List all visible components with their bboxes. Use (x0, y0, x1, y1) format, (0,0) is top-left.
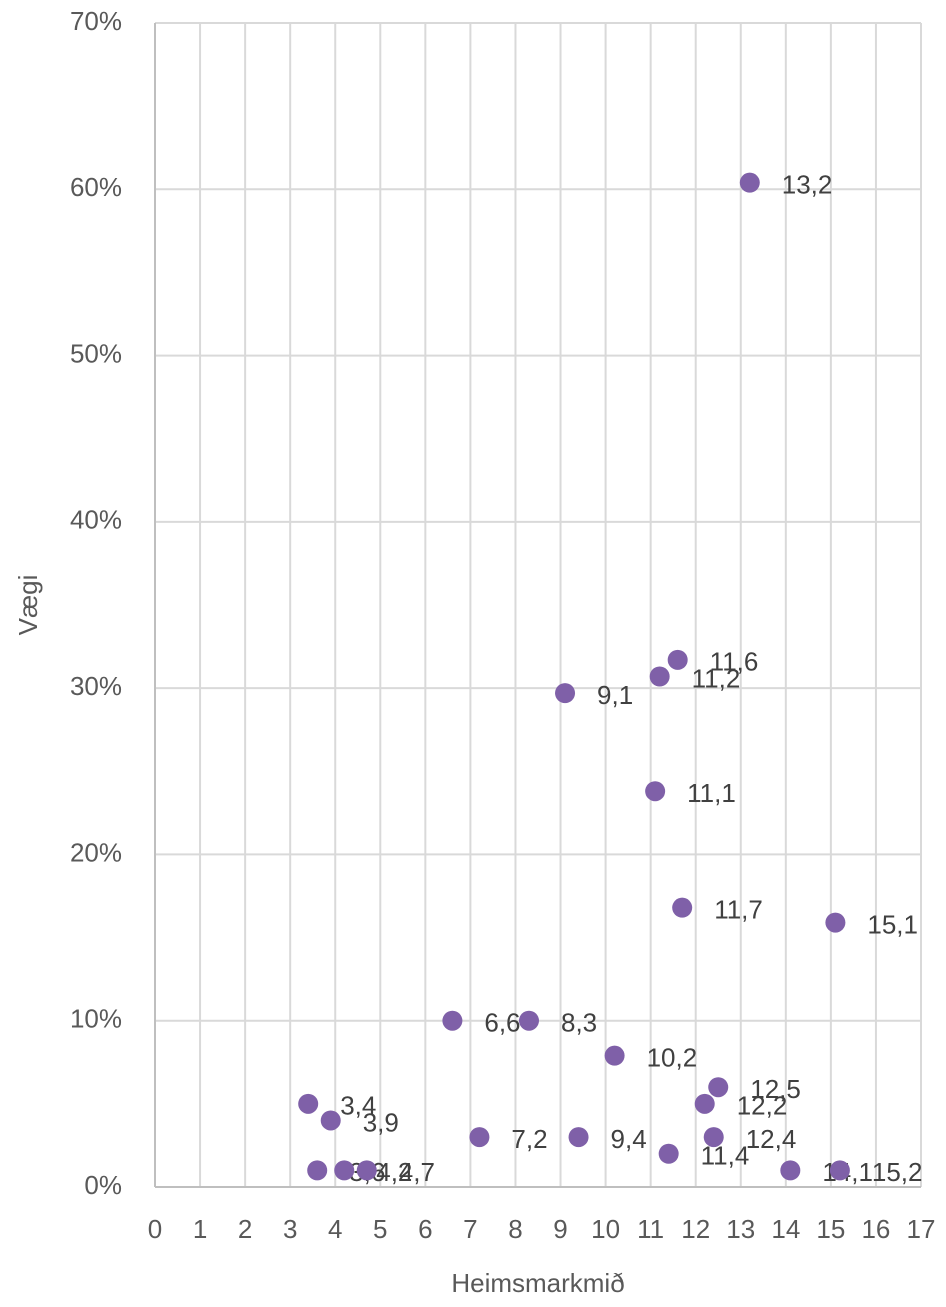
point (555, 683, 576, 704)
data-label: 10,2 (647, 1043, 698, 1073)
data-label: 15,2 (872, 1157, 923, 1187)
point (518, 1010, 539, 1031)
point (658, 1143, 679, 1164)
data-label: 3,9 (363, 1107, 399, 1137)
data-label: 6,6 (484, 1008, 520, 1038)
point (645, 781, 666, 802)
point (780, 1160, 801, 1181)
y-tick-label: 30% (70, 671, 122, 701)
x-tick-label: 16 (861, 1214, 890, 1244)
point (307, 1160, 328, 1181)
point (829, 1160, 850, 1181)
x-tick-label: 12 (681, 1214, 710, 1244)
x-tick-label: 14 (771, 1214, 800, 1244)
point (694, 1093, 715, 1114)
data-label: 12,5 (750, 1074, 801, 1104)
x-tick-label: 5 (373, 1214, 387, 1244)
point (825, 912, 846, 933)
x-tick-label: 0 (148, 1214, 162, 1244)
data-label: 4,2 (376, 1157, 412, 1187)
point (708, 1077, 729, 1098)
data-label: 12,4 (746, 1124, 797, 1154)
x-tick-label: 3 (283, 1214, 297, 1244)
y-axis-title: Vægi (13, 575, 43, 636)
point (356, 1160, 377, 1181)
point (469, 1127, 490, 1148)
point (568, 1127, 589, 1148)
data-label: 8,3 (561, 1008, 597, 1038)
x-tick-label: 13 (726, 1214, 755, 1244)
x-tick-label: 7 (463, 1214, 477, 1244)
x-axis-title: Heimsmarkmið (451, 1268, 624, 1298)
data-label: 3,4 (340, 1091, 376, 1121)
data-label: 13,2 (782, 170, 833, 200)
x-tick-label: 4 (328, 1214, 342, 1244)
y-tick-label: 10% (70, 1004, 122, 1034)
y-tick-label: 50% (70, 338, 122, 368)
y-tick-label: 0% (84, 1170, 122, 1200)
x-tick-label: 10 (591, 1214, 620, 1244)
point (667, 649, 688, 670)
y-tick-label: 70% (70, 6, 122, 36)
data-label: 15,1 (867, 909, 918, 939)
point (604, 1045, 625, 1066)
data-label: 12,2 (737, 1091, 788, 1121)
point (703, 1127, 724, 1148)
data-label: 11,4 (701, 1141, 750, 1171)
x-tick-label: 11 (637, 1214, 664, 1244)
point (442, 1010, 463, 1031)
data-label: 11,2 (692, 663, 741, 693)
x-tick-label: 8 (508, 1214, 522, 1244)
y-tick-label: 40% (70, 505, 122, 535)
x-tick-label: 2 (238, 1214, 252, 1244)
point (334, 1160, 355, 1181)
x-tick-label: 6 (418, 1214, 432, 1244)
data-label: 4,7 (399, 1157, 435, 1187)
y-tick-label: 20% (70, 837, 122, 867)
data-label: 11,1 (687, 778, 736, 808)
point (298, 1093, 319, 1114)
data-label: 11,6 (710, 647, 759, 677)
x-tick-label: 15 (816, 1214, 845, 1244)
x-tick-label: 9 (553, 1214, 567, 1244)
point (320, 1110, 341, 1131)
data-label: 7,2 (511, 1124, 547, 1154)
x-tick-label: 17 (907, 1214, 936, 1244)
point (649, 666, 670, 687)
data-label: 9,4 (611, 1124, 647, 1154)
point (672, 897, 693, 918)
y-tick-label: 60% (70, 172, 122, 202)
data-label: 11,7 (714, 895, 763, 925)
x-tick-label: 1 (193, 1214, 207, 1244)
point (739, 172, 760, 193)
data-label: 9,1 (597, 680, 633, 710)
